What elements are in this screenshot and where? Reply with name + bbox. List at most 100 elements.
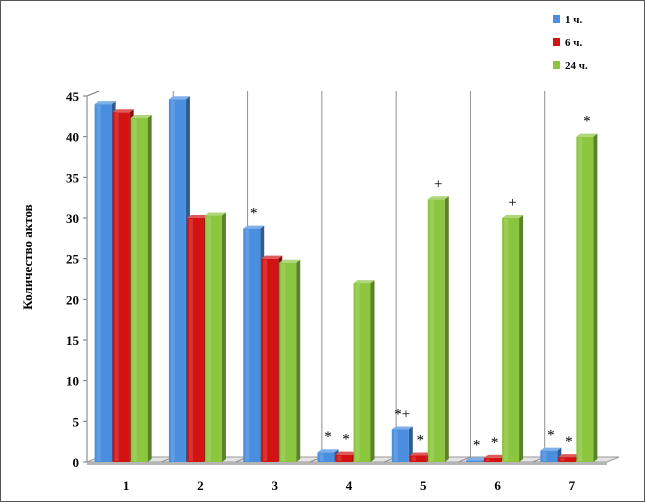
bar xyxy=(243,225,265,462)
legend-swatch xyxy=(553,38,560,46)
y-tick-label: 35 xyxy=(66,170,80,185)
bar-highlight xyxy=(319,453,324,461)
bar-highlight xyxy=(355,284,360,461)
x-tick-label: 3 xyxy=(271,478,278,493)
x-tick-label: 6 xyxy=(494,478,501,493)
bar xyxy=(112,109,134,463)
bar-top xyxy=(112,109,134,113)
y-tick-label: 20 xyxy=(66,292,79,307)
bar-top xyxy=(391,426,413,430)
bar-top xyxy=(409,452,431,456)
bar xyxy=(261,255,283,462)
bar-highlight xyxy=(96,105,101,461)
bar-highlight xyxy=(560,458,565,461)
bar-side xyxy=(444,196,449,462)
bar-top xyxy=(540,447,562,451)
bar-top xyxy=(204,212,226,216)
bar-top xyxy=(261,255,283,259)
bar-top xyxy=(558,454,580,458)
legend-swatch xyxy=(553,15,560,23)
bar-highlight xyxy=(393,430,398,461)
bars xyxy=(94,96,598,463)
bar-highlight xyxy=(281,263,286,461)
bar-top xyxy=(576,133,598,137)
bar xyxy=(409,452,431,462)
bar-highlight xyxy=(504,219,509,461)
bar xyxy=(279,259,301,462)
y-tick-label: 30 xyxy=(66,211,79,226)
bar xyxy=(186,215,208,462)
bar-front xyxy=(558,457,576,462)
legend-swatch xyxy=(553,61,560,69)
legend: 1 ч. 6 ч. 24 ч. xyxy=(553,14,588,72)
bar xyxy=(558,454,580,462)
bar xyxy=(204,212,226,462)
y-axis: 0 5 10 15 20 25 30 35 40 45 xyxy=(66,89,100,470)
bar xyxy=(317,449,339,462)
annotation-mark: * xyxy=(417,432,425,448)
bar-highlight xyxy=(411,456,416,461)
bar-side xyxy=(296,259,301,462)
bar-top xyxy=(243,225,265,229)
bar xyxy=(391,426,413,462)
annotation-mark: * xyxy=(491,435,499,451)
bar-front xyxy=(317,452,335,462)
bar-side xyxy=(593,133,598,462)
bar xyxy=(540,447,562,462)
bar-front xyxy=(335,454,353,462)
bar-top xyxy=(279,259,301,263)
x-tick-label: 2 xyxy=(197,478,204,493)
bar-top xyxy=(94,101,116,105)
y-tick-label: 25 xyxy=(66,252,80,267)
bar-side xyxy=(370,280,375,462)
floor-front xyxy=(87,462,607,465)
bar-top xyxy=(168,96,190,100)
bar-highlight xyxy=(578,137,583,461)
annotation-mark: + xyxy=(434,176,442,192)
bar xyxy=(427,196,449,462)
bar-top xyxy=(130,114,152,118)
bar-top xyxy=(427,196,449,200)
bar-top xyxy=(186,215,208,218)
bar-highlight xyxy=(132,118,137,462)
bar-highlight xyxy=(170,100,175,462)
bar xyxy=(353,280,375,462)
annotation-mark: * xyxy=(342,432,350,448)
legend-label: 24 ч. xyxy=(565,60,588,72)
bar xyxy=(484,454,506,462)
annotation-mark: * xyxy=(473,437,481,453)
bar xyxy=(466,457,488,462)
bar-highlight xyxy=(542,451,547,461)
bar xyxy=(94,101,116,462)
y-tick-label: 5 xyxy=(73,414,80,429)
y-tick-label: 10 xyxy=(66,374,79,389)
bar-front xyxy=(409,455,427,462)
y-tick-label: 15 xyxy=(66,333,80,348)
bar-side xyxy=(147,114,152,463)
bar xyxy=(576,133,598,462)
significance-annotations: ** **+*+* *+* ** xyxy=(250,114,591,454)
bar-top xyxy=(484,454,506,458)
bar-highlight xyxy=(206,216,211,461)
x-tick-label: 1 xyxy=(123,478,130,493)
bar-front xyxy=(540,450,558,462)
annotation-mark: * xyxy=(565,434,573,450)
legend-label: 6 ч. xyxy=(565,37,582,49)
annotation-mark: * xyxy=(583,114,591,130)
bar-top xyxy=(502,215,524,218)
x-tick-label: 4 xyxy=(346,478,353,493)
annotation-mark: *+ xyxy=(394,406,410,422)
bar-highlight xyxy=(337,455,342,461)
y-axis-label: Количество актов xyxy=(20,204,35,309)
y-tick-label: 45 xyxy=(66,89,80,104)
bar-front xyxy=(484,457,502,462)
bar-top xyxy=(353,280,375,284)
bar xyxy=(168,96,190,463)
annotation-mark: + xyxy=(508,195,516,211)
bar-top xyxy=(335,451,357,455)
category-gridline-floor xyxy=(458,456,471,463)
x-tick-label: 7 xyxy=(569,478,576,493)
annotation-mark: * xyxy=(250,206,258,222)
bar-highlight xyxy=(263,259,268,461)
